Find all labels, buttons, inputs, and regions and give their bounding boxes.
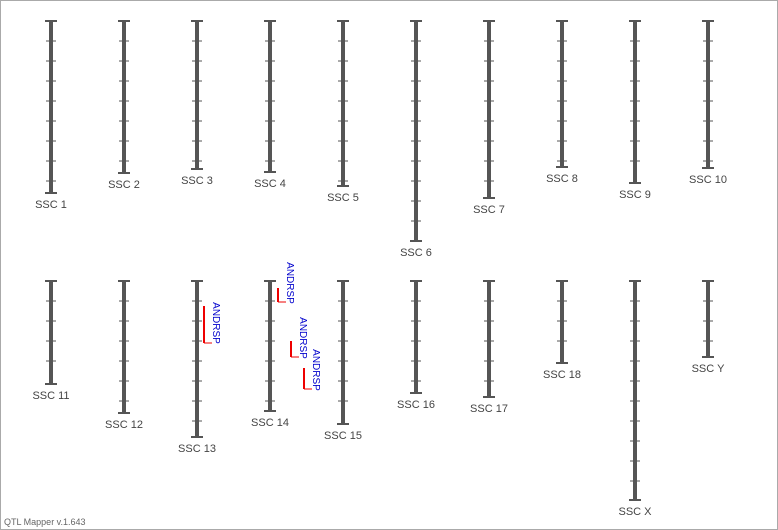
qtl-label: ANDRSP — [210, 302, 221, 344]
chromosome-label: SSC 5 — [327, 192, 359, 204]
chromosome-label: SSC 1 — [35, 199, 67, 211]
chromosome-bar — [706, 281, 710, 357]
chromosome-label: SSC 4 — [254, 178, 286, 190]
chromosome-label: SSC 16 — [397, 399, 435, 411]
chromosome-bar — [195, 281, 199, 437]
chromosome-label: SSC 8 — [546, 173, 578, 185]
chromosome-label: SSC 14 — [251, 417, 289, 429]
qtl-label: ANDRSP — [310, 349, 321, 391]
chromosome-bar — [341, 21, 345, 186]
chromosome-bar — [122, 281, 126, 413]
qtl-label: ANDRSP — [297, 317, 308, 359]
chromosome-bar — [195, 21, 199, 169]
chromosome-bar — [268, 21, 272, 172]
chromosome-label: SSC 18 — [543, 369, 581, 381]
chromosome-bar — [49, 281, 53, 384]
chromosome-bar — [560, 21, 564, 167]
chromosome-bar — [268, 281, 272, 411]
chromosome-bar — [633, 21, 637, 183]
chromosome-label: SSC 13 — [178, 443, 216, 455]
chromosome-bar — [341, 281, 345, 424]
chromosome-label: SSC 12 — [105, 419, 143, 431]
chromosome-label: SSC 2 — [108, 179, 140, 191]
chromosome-bar — [706, 21, 710, 168]
chromosome-label: SSC 3 — [181, 175, 213, 187]
chromosome-bar — [487, 281, 491, 397]
chromosome-label: SSC 10 — [689, 174, 727, 186]
chromosome-bar — [487, 21, 491, 198]
chromosome-label: SSC X — [618, 506, 652, 518]
chromosome-label: SSC 6 — [400, 247, 432, 259]
chromosome-label: SSC Y — [692, 363, 725, 375]
chromosome-label: SSC 17 — [470, 403, 508, 415]
chromosome-bar — [414, 21, 418, 241]
chromosome-label: SSC 15 — [324, 430, 362, 442]
chromosome-bar — [633, 281, 637, 500]
chromosome-label: SSC 11 — [32, 390, 69, 402]
chromosome-label: SSC 7 — [473, 204, 505, 216]
chromosome-label: SSC 9 — [619, 189, 651, 201]
chromosome-bar — [560, 281, 564, 363]
chromosome-bar — [122, 21, 126, 173]
chromosome-bar — [414, 281, 418, 393]
qtl-label: ANDRSP — [284, 262, 295, 304]
version-footer: QTL Mapper v.1.643 — [4, 517, 86, 527]
chromosome-bar — [49, 21, 53, 193]
